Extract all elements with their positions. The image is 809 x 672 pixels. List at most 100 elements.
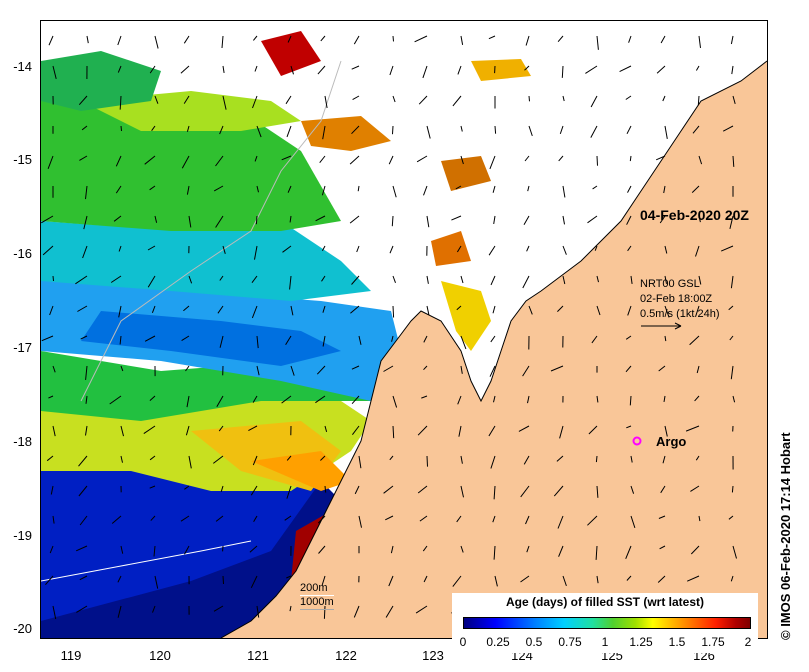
- current-vector: [418, 95, 428, 105]
- current-vector: [562, 275, 566, 285]
- current-vector: [255, 215, 258, 225]
- current-vector: [85, 425, 88, 436]
- current-vector: [457, 395, 462, 405]
- lat-label-16: -16: [13, 246, 32, 261]
- current-vector: [222, 95, 227, 110]
- current-vector: [147, 275, 156, 288]
- current-vector: [322, 335, 326, 347]
- current-vector: [289, 275, 292, 290]
- current-vector: [216, 395, 224, 407]
- current-vector: [562, 95, 565, 102]
- current-vector: [492, 305, 496, 314]
- current-vector: [180, 515, 190, 522]
- current-vector: [629, 155, 632, 162]
- current-vector: [315, 215, 326, 222]
- current-vector: [550, 365, 564, 372]
- current-vector: [252, 95, 258, 109]
- current-vector: [354, 485, 360, 495]
- current-vector: [730, 575, 734, 582]
- current-source: NRT00 GSL: [640, 278, 700, 290]
- map-area[interactable]: [40, 20, 768, 639]
- current-vector: [392, 95, 396, 103]
- current-vector: [698, 155, 703, 165]
- current-vector: [219, 125, 224, 135]
- colorbar-tick: 0.5: [525, 635, 543, 649]
- current-vector: [388, 155, 394, 165]
- current-vector: [456, 305, 462, 311]
- lat-label-14: -14: [13, 59, 32, 74]
- current-vector: [144, 335, 156, 342]
- current-vector: [658, 365, 666, 372]
- credit-text: © IMOS 06-Feb-2020 17:14 Hobart: [778, 432, 793, 640]
- current-vector: [75, 545, 88, 552]
- current-vector: [492, 185, 496, 193]
- current-vector: [117, 35, 122, 46]
- current-vector: [287, 35, 292, 43]
- current-vector: [528, 305, 533, 315]
- argo-marker[interactable]: [632, 436, 642, 446]
- current-vector: [664, 335, 667, 342]
- current-vector: [417, 485, 428, 494]
- current-vector: [290, 365, 295, 376]
- current-vector: [596, 575, 599, 584]
- current-vector: [321, 185, 326, 196]
- current-vector: [117, 65, 122, 73]
- current-vector: [82, 245, 88, 259]
- current-vector: [391, 335, 394, 342]
- current-vector: [562, 245, 567, 255]
- current-vector: [388, 575, 394, 587]
- current-vector: [389, 65, 394, 76]
- current-vector: [426, 275, 429, 284]
- contour-200m: [41, 540, 252, 582]
- current-vector: [75, 275, 88, 285]
- current-vector: [79, 155, 88, 161]
- current-vector: [352, 425, 360, 436]
- scale-arrow-head: [674, 322, 682, 330]
- current-info: NRT00 GSL 02-Feb 18:00Z 0.5m/s (1kt 24h): [640, 277, 719, 322]
- colorbar-gradient: [463, 617, 751, 629]
- current-vector: [215, 515, 224, 522]
- current-vector: [188, 215, 192, 228]
- current-vector: [351, 365, 360, 370]
- current-vector: [385, 515, 394, 521]
- current-vector: [729, 215, 734, 230]
- current-vector: [219, 275, 224, 281]
- current-vector: [596, 35, 599, 50]
- current-vector: [41, 335, 54, 342]
- current-vector: [253, 35, 258, 41]
- current-vector: [422, 65, 428, 79]
- colorbar-tick: 2: [744, 635, 752, 649]
- current-vector: [222, 245, 226, 254]
- lon-label-120: 120: [149, 648, 171, 663]
- current-vector: [321, 575, 326, 586]
- current-vector: [452, 575, 462, 587]
- current-vector: [118, 245, 122, 252]
- current-vector: [383, 365, 394, 372]
- current-vector: [184, 485, 190, 490]
- current-vector: [81, 125, 88, 131]
- current-vector: [351, 275, 360, 285]
- current-vector: [626, 425, 632, 429]
- current-vector: [221, 35, 224, 49]
- current-vector: [120, 125, 122, 132]
- current-vector: [659, 215, 666, 224]
- current-vector: [250, 575, 258, 589]
- current-vector: [414, 35, 428, 43]
- current-vector: [721, 245, 734, 252]
- current-vector: [154, 35, 159, 49]
- current-vector: [656, 65, 666, 74]
- current-vector: [289, 215, 292, 223]
- current-vector: [392, 185, 397, 198]
- current-vector: [627, 305, 632, 316]
- lat-label-15: -15: [13, 152, 32, 167]
- current-vector: [493, 215, 496, 224]
- current-vector: [685, 425, 700, 432]
- current-vector: [695, 65, 700, 71]
- current-vector: [423, 335, 428, 343]
- current-vector: [78, 95, 88, 106]
- current-vector: [149, 185, 156, 191]
- current-vector: [119, 95, 122, 110]
- depth-legend: 200m 1000m: [300, 582, 334, 610]
- current-vector: [660, 35, 666, 44]
- current-vector: [390, 545, 394, 554]
